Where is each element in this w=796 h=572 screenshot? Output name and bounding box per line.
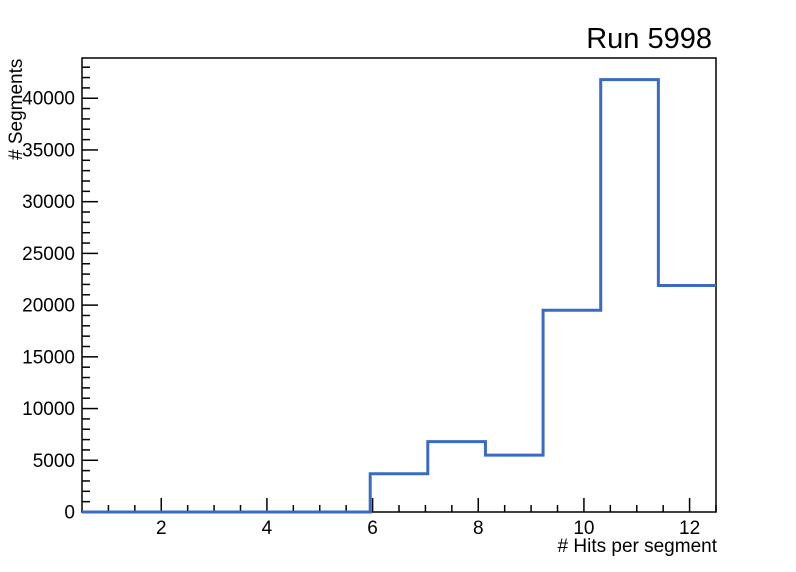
x-tick-label: 6	[367, 518, 378, 539]
y-tick-label: 35000	[22, 140, 75, 161]
y-tick-label: 25000	[22, 244, 75, 265]
y-tick-label: 15000	[22, 347, 75, 368]
axis-tick-labels: 2 4 6 8 10 12 0 5000 10000 15000 20000 25000 30000 35…	[22, 89, 700, 539]
x-tick-label: 4	[262, 518, 273, 539]
x-tick-label: 8	[473, 518, 484, 539]
plot-title: Run 5998	[586, 23, 712, 55]
y-tick-label: 10000	[22, 399, 75, 420]
y-tick-label: 40000	[22, 89, 75, 110]
histogram-step-line	[82, 78, 716, 514]
x-tick-label: 12	[679, 518, 700, 539]
plot-frame	[81, 57, 717, 513]
y-axis-title: # Segments	[6, 58, 27, 160]
x-axis-title: # Hits per segment	[557, 536, 717, 557]
y-tick-label: 5000	[33, 451, 75, 472]
y-tick-label: 30000	[22, 192, 75, 213]
axis-ticks	[82, 66, 717, 513]
x-tick-label: 2	[156, 518, 167, 539]
x-tick-label: 10	[573, 518, 594, 539]
y-tick-label: 20000	[22, 296, 75, 317]
y-tick-label: 0	[64, 503, 75, 524]
